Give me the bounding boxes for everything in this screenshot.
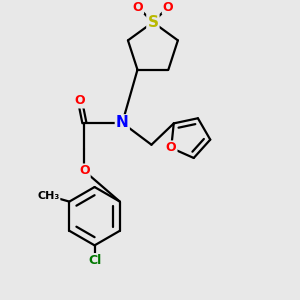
Text: CH₃: CH₃ <box>37 191 59 201</box>
Text: O: O <box>163 1 173 13</box>
Text: O: O <box>79 164 90 178</box>
Text: O: O <box>166 141 176 154</box>
Text: S: S <box>147 15 158 30</box>
Text: O: O <box>75 94 85 107</box>
Text: N: N <box>116 116 129 130</box>
Text: O: O <box>132 1 143 13</box>
Text: Cl: Cl <box>88 254 101 267</box>
